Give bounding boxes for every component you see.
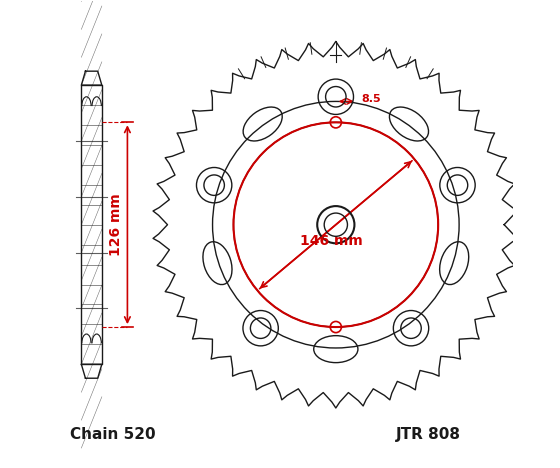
Text: 8.5: 8.5 (361, 94, 381, 104)
Text: JTR 808: JTR 808 (396, 426, 461, 441)
Text: Chain 520: Chain 520 (69, 426, 155, 441)
Text: 126 mm: 126 mm (109, 193, 123, 256)
Text: 146 mm: 146 mm (300, 234, 362, 248)
